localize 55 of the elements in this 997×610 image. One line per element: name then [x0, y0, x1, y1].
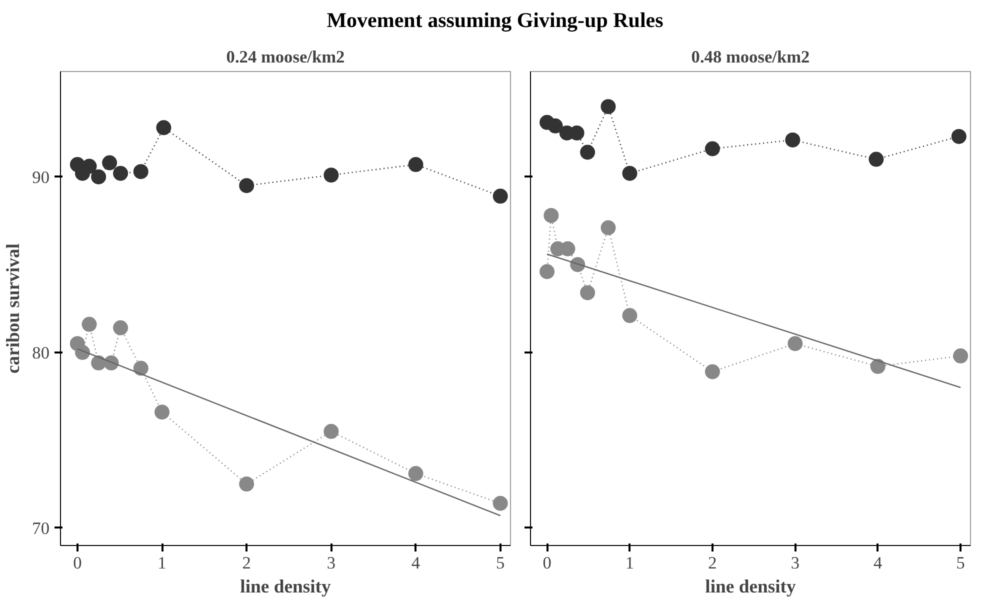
point	[324, 424, 339, 439]
point	[544, 208, 559, 223]
x-tick-label: 1	[625, 554, 634, 572]
x-tick-label: 5	[496, 554, 505, 572]
x-tick-label: 5	[956, 554, 965, 572]
chart-subtitle: 0.48 moose/km2	[691, 48, 810, 66]
point	[953, 348, 968, 364]
x-tick-label: 1	[158, 554, 166, 572]
point	[622, 166, 638, 181]
point	[91, 169, 106, 184]
point	[82, 316, 97, 332]
point	[133, 360, 148, 376]
point	[133, 164, 148, 180]
x-tick-label: 0	[542, 554, 552, 572]
point	[548, 118, 563, 134]
chart-subtitle: 0.24 moose/km2	[226, 48, 345, 66]
point	[580, 144, 596, 160]
y-tick-label: 80	[32, 343, 50, 362]
x-axis-title: line density	[705, 576, 797, 598]
point	[580, 285, 596, 300]
point	[868, 152, 884, 167]
point	[156, 120, 172, 136]
point	[239, 178, 254, 194]
point	[154, 404, 170, 420]
x-tick-label: 2	[242, 554, 251, 572]
point	[870, 358, 886, 374]
point	[785, 132, 800, 148]
chart-title: Movement assuming Giving-up Rules	[326, 7, 664, 34]
point	[408, 466, 424, 482]
point	[622, 308, 638, 324]
point	[113, 320, 128, 336]
point	[540, 264, 555, 280]
x-tick-label: 4	[874, 554, 883, 572]
point	[704, 141, 720, 156]
x-tick-label: 3	[790, 554, 800, 572]
x-axis-title: line density	[240, 576, 332, 598]
point	[324, 168, 339, 183]
x-tick-label: 2	[708, 554, 717, 572]
y-tick-label: 70	[32, 518, 50, 538]
y-axis-title: caribou survival	[3, 243, 24, 374]
point	[600, 99, 616, 114]
x-tick-label: 4	[411, 554, 420, 572]
point	[600, 220, 616, 236]
point	[408, 157, 424, 172]
x-tick-label: 0	[73, 554, 82, 572]
point	[239, 476, 254, 492]
y-tick-label: 90	[32, 168, 50, 187]
point	[113, 166, 128, 181]
point	[704, 364, 720, 380]
point	[951, 128, 966, 144]
x-tick-label: 3	[326, 554, 336, 572]
point	[788, 336, 803, 352]
point	[102, 155, 118, 170]
point	[492, 188, 508, 204]
point	[492, 496, 508, 511]
